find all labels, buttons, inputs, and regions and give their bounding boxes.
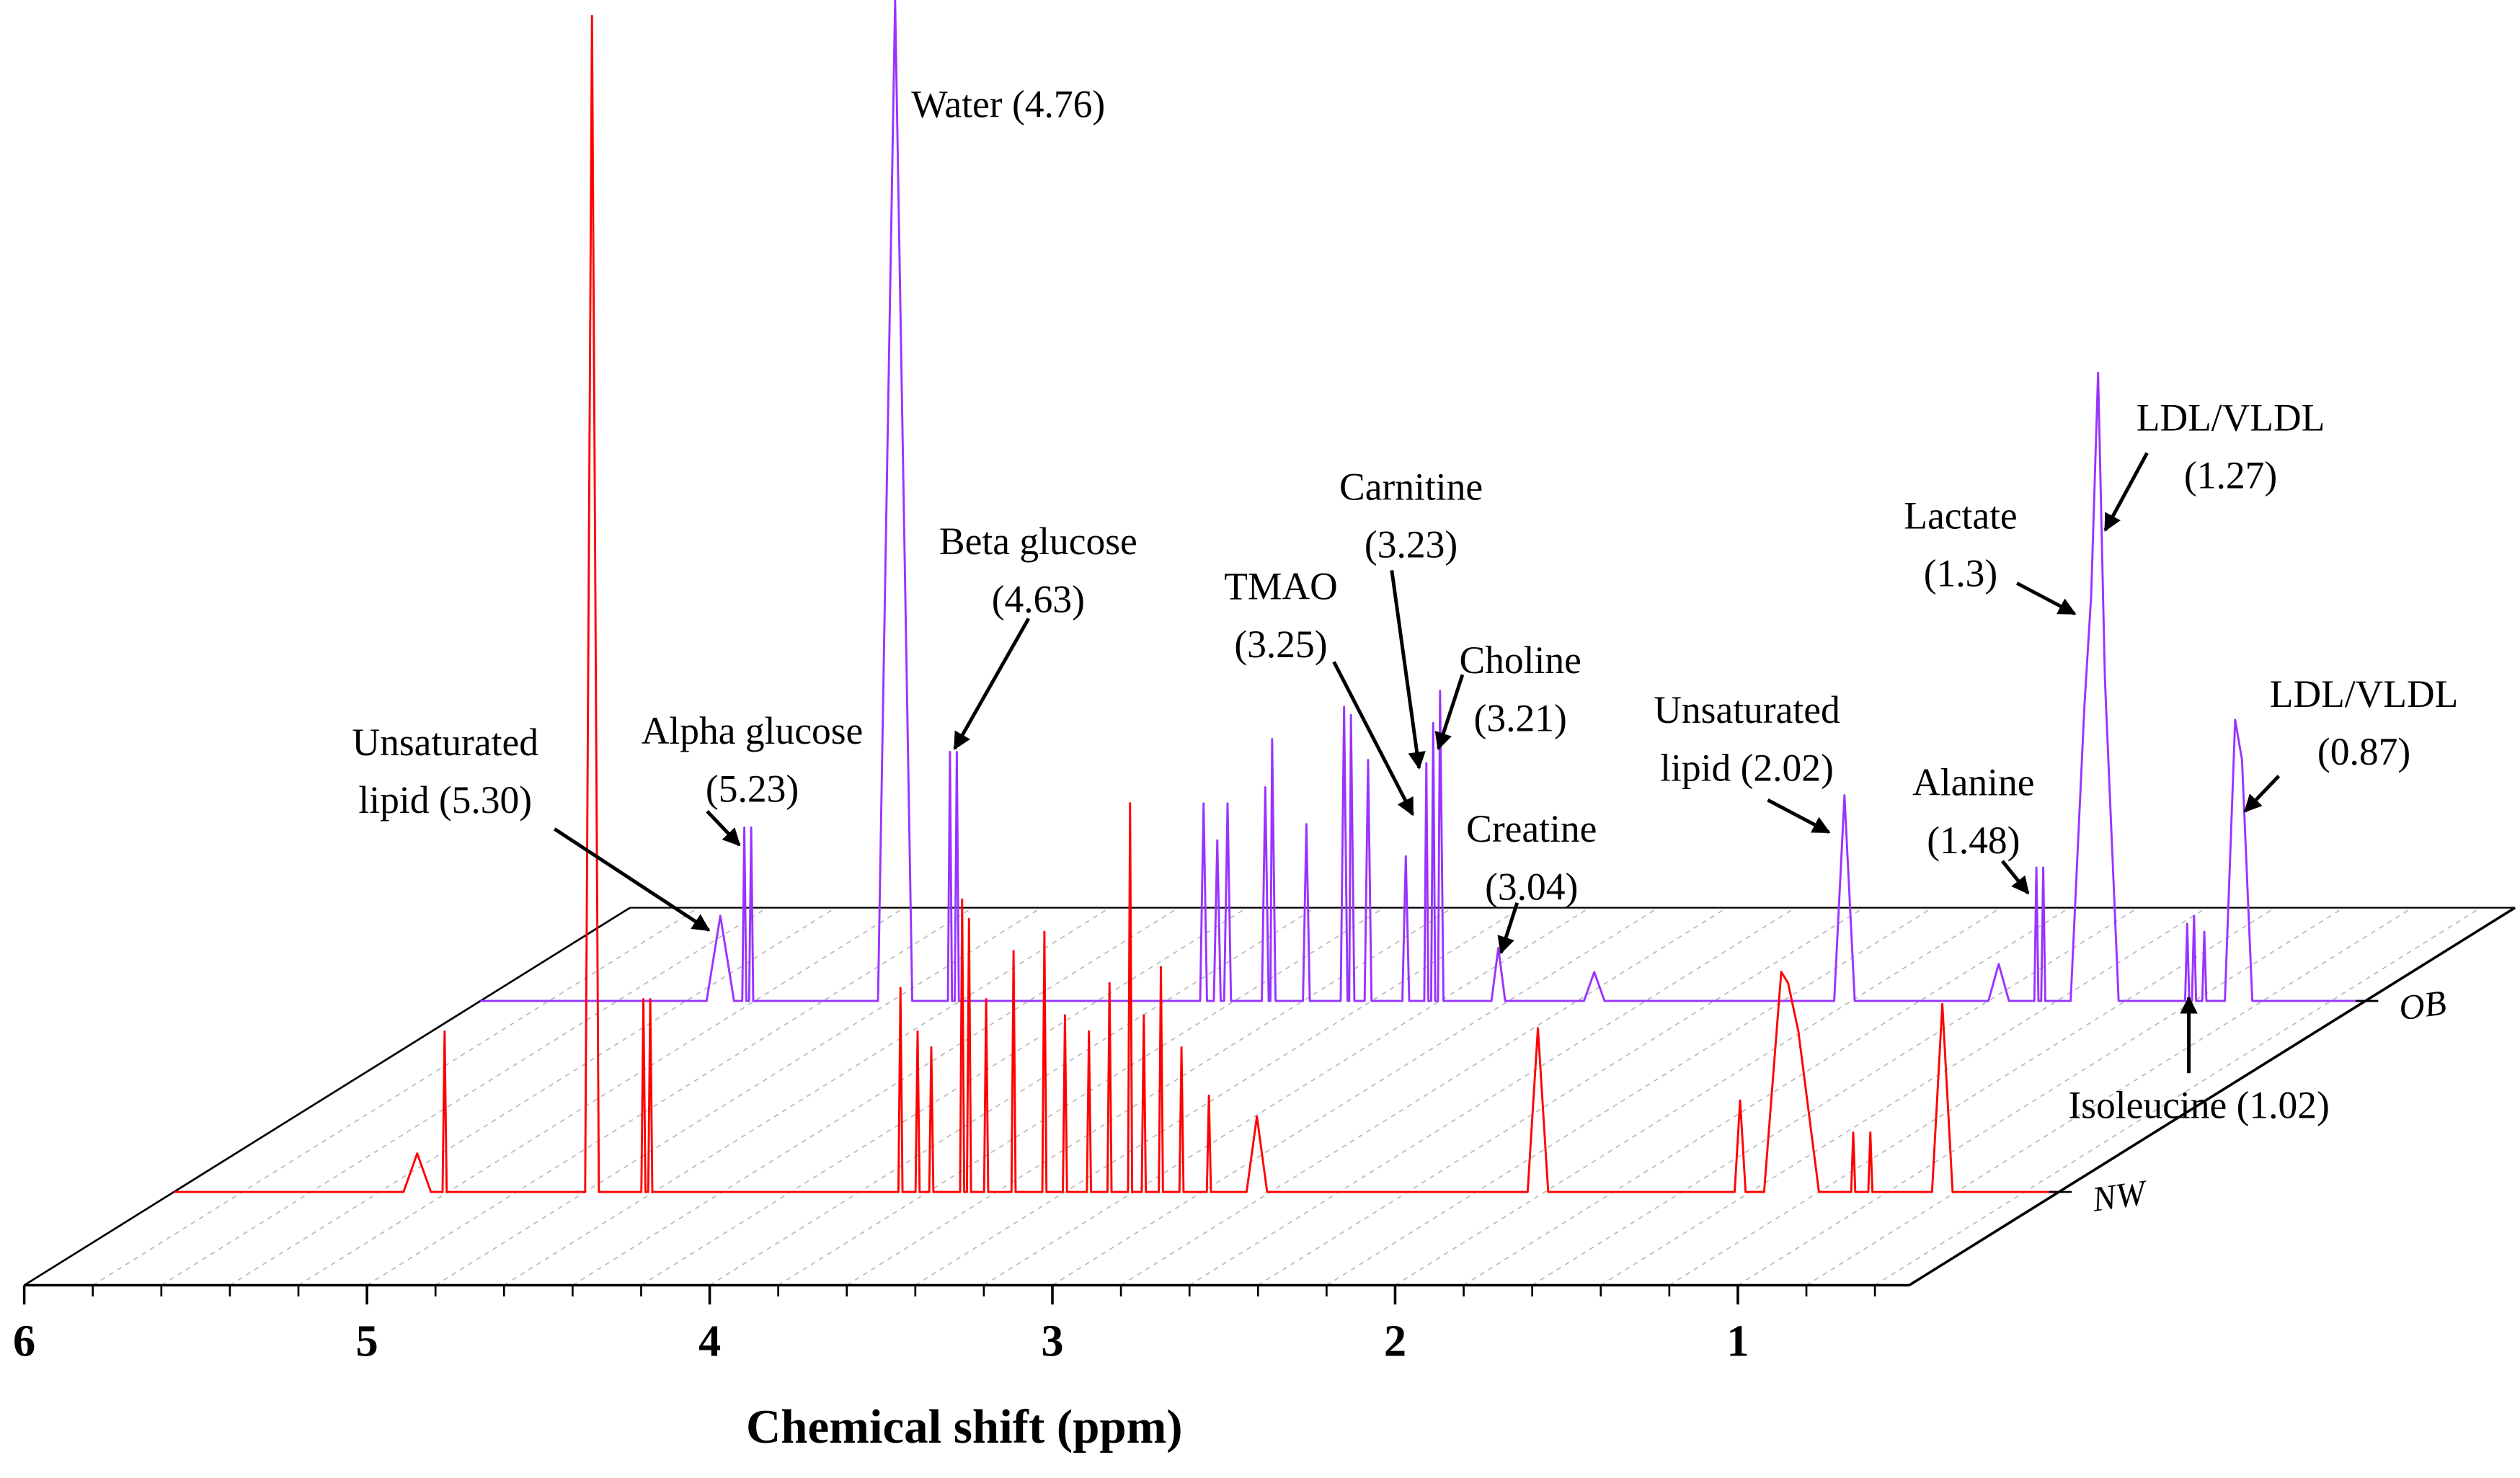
floor-line bbox=[1737, 907, 2344, 1286]
spectrum-line bbox=[174, 14, 2063, 1193]
x-axis: 6 5 4 3 2 1 bbox=[13, 1283, 1909, 1366]
annotation: lipid (2.02) bbox=[1660, 746, 1834, 789]
annotation: Beta glucose bbox=[939, 520, 1137, 563]
annotation-arrow bbox=[1497, 902, 1519, 955]
x-tick-label: 3 bbox=[1041, 1316, 1063, 1366]
annotation-arrow bbox=[553, 827, 711, 932]
annotation: (3.23) bbox=[1365, 523, 1458, 566]
annotation: (3.04) bbox=[1485, 865, 1578, 908]
annotation: Unsaturated bbox=[1654, 688, 1840, 731]
floor bbox=[23, 907, 2516, 1286]
floor-line bbox=[161, 907, 768, 1286]
floor-line bbox=[1600, 907, 2207, 1286]
x-tick-label: 5 bbox=[355, 1316, 378, 1366]
floor-line bbox=[778, 907, 1385, 1286]
floor-line bbox=[1394, 907, 2002, 1286]
annotation-arrow bbox=[706, 810, 741, 847]
annotation: Unsaturated bbox=[352, 721, 538, 764]
x-tick-label: 6 bbox=[13, 1316, 35, 1366]
series-name: NW bbox=[2089, 1172, 2151, 1219]
annotation: (3.25) bbox=[1234, 623, 1327, 666]
annotation: Creatine bbox=[1466, 807, 1597, 850]
floor-line bbox=[1120, 907, 1728, 1286]
floor-line bbox=[92, 907, 699, 1286]
floor-line bbox=[298, 907, 905, 1286]
floor-edge bbox=[1908, 907, 2516, 1286]
annotation-arrow bbox=[1434, 674, 1465, 751]
x-tick-label: 4 bbox=[698, 1316, 721, 1366]
annotation-arrow bbox=[953, 618, 1031, 751]
annotation-arrow bbox=[2103, 452, 2149, 532]
x-tick-label: 2 bbox=[1384, 1316, 1406, 1366]
floor-line bbox=[366, 907, 974, 1286]
floor-line bbox=[435, 907, 1042, 1286]
series-name: OB bbox=[2396, 982, 2448, 1028]
floor-line bbox=[572, 907, 1179, 1286]
floor-line bbox=[229, 907, 836, 1286]
annotation: (3.21) bbox=[1474, 696, 1567, 739]
annotation: (1.27) bbox=[2184, 454, 2277, 497]
annotation-arrow bbox=[1390, 570, 1426, 770]
floor-line bbox=[1189, 907, 1796, 1286]
annotation-arrow bbox=[2015, 582, 2077, 615]
floor-line bbox=[1257, 907, 1865, 1286]
floor-line bbox=[1463, 907, 2070, 1286]
annotation: lipid (5.30) bbox=[358, 778, 532, 822]
spectrum-line bbox=[480, 0, 2376, 1002]
annotation-arrow bbox=[1767, 798, 1831, 834]
annotation: (4.63) bbox=[992, 577, 1085, 620]
floor-line bbox=[1532, 907, 2139, 1286]
annotation: Alpha glucose bbox=[642, 709, 864, 752]
annotation: LDL/VLDL bbox=[2137, 396, 2325, 439]
annotation: TMAO bbox=[1224, 565, 1338, 608]
floor-edge bbox=[23, 907, 631, 1286]
spectra: OB NW bbox=[174, 0, 2449, 1219]
x-tick-label: 1 bbox=[1726, 1316, 1749, 1366]
floor-line bbox=[640, 907, 1248, 1286]
floor-line bbox=[915, 907, 1522, 1286]
annotation: LDL/VLDL bbox=[2270, 672, 2459, 716]
floor-line bbox=[1052, 907, 1659, 1286]
annotation: (1.3) bbox=[1924, 552, 1998, 595]
annotations: Water (4.76) Beta glucose (4.63) Carnitine (… bbox=[352, 83, 2458, 1127]
annotation: Alanine bbox=[1912, 761, 2034, 804]
annotation-arrow bbox=[2243, 775, 2281, 813]
annotation: Water (4.76) bbox=[911, 83, 1105, 126]
annotation-arrow bbox=[1332, 661, 1414, 816]
floor-line bbox=[1806, 907, 2413, 1286]
annotation: (5.23) bbox=[706, 767, 799, 810]
floor-line bbox=[846, 907, 1453, 1286]
annotation: Lactate bbox=[1904, 494, 2017, 537]
annotation: Isoleucine (1.02) bbox=[2068, 1084, 2329, 1127]
floor-line bbox=[1669, 907, 2276, 1286]
x-axis-title: Chemical shift (ppm) bbox=[746, 1400, 1183, 1453]
floor-line bbox=[503, 907, 1111, 1286]
annotation: Choline bbox=[1459, 638, 1581, 682]
annotation: Carnitine bbox=[1339, 465, 1483, 508]
floor-line bbox=[983, 907, 1590, 1286]
floor-line bbox=[1874, 907, 2482, 1286]
annotation: (1.48) bbox=[1927, 819, 2020, 862]
floor-line bbox=[1326, 907, 1933, 1286]
annotation-arrow bbox=[2001, 860, 2030, 895]
annotation: (0.87) bbox=[2317, 730, 2410, 773]
